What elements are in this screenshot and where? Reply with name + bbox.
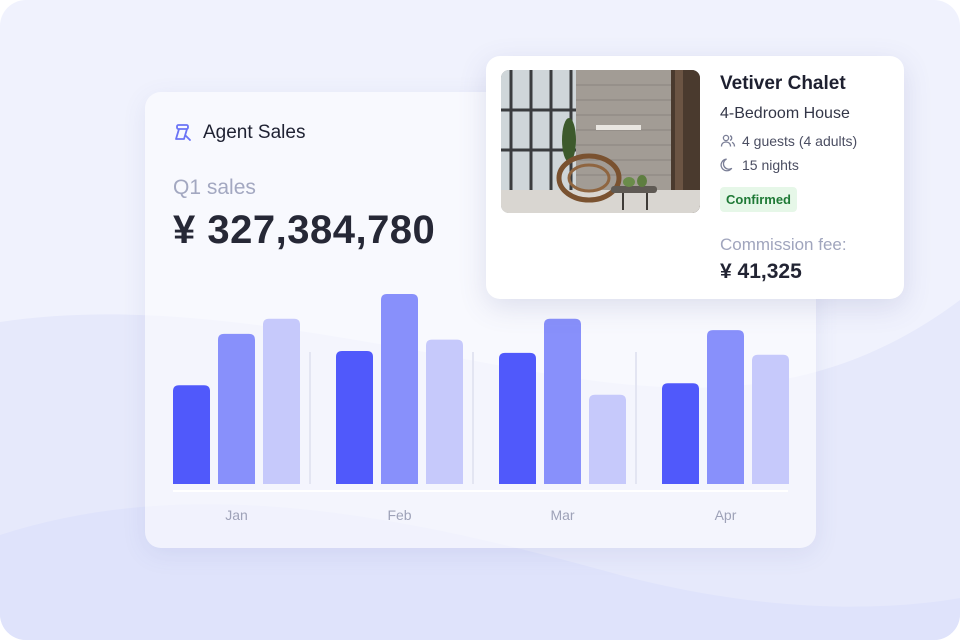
bar-feb-series-2[interactable] bbox=[381, 294, 418, 484]
status-badge: Confirmed bbox=[720, 187, 797, 212]
period-label: Q1 sales bbox=[173, 176, 256, 199]
bar-jan-series-1[interactable] bbox=[173, 385, 210, 484]
nights-text: 15 nights bbox=[742, 157, 799, 173]
property-type: 4-Bedroom House bbox=[720, 105, 850, 122]
x-tick-label: Feb bbox=[387, 507, 411, 523]
moon-icon bbox=[720, 158, 733, 172]
sales-total: ¥ 327,384,780 bbox=[173, 208, 436, 252]
x-tick-label: Mar bbox=[550, 507, 574, 523]
sales-card: Agent Sales Q1 sales ¥ 327,384,780 bbox=[145, 92, 816, 548]
bar-mar-series-1[interactable] bbox=[499, 352, 536, 484]
x-tick-label: Apr bbox=[715, 507, 737, 523]
nights-row: 15 nights bbox=[720, 157, 799, 173]
users-icon bbox=[720, 134, 736, 147]
bar-jan-series-3[interactable] bbox=[263, 318, 300, 484]
x-tick-label: Jan bbox=[225, 507, 248, 523]
bar-feb-series-3[interactable] bbox=[426, 339, 463, 484]
guests-text: 4 guests (4 adults) bbox=[742, 133, 858, 149]
bar-mar-series-3[interactable] bbox=[589, 394, 626, 484]
card-header: Agent Sales bbox=[173, 122, 305, 144]
bar-apr-series-1[interactable] bbox=[662, 383, 699, 484]
bar-apr-series-2[interactable] bbox=[707, 330, 744, 484]
bar-jan-series-2[interactable] bbox=[218, 333, 255, 484]
booking-card[interactable]: Vetiver Chalet 4-Bedroom House 4 guests … bbox=[486, 56, 904, 299]
property-photo bbox=[501, 70, 700, 213]
agent-sales-icon bbox=[175, 124, 191, 141]
commission-fee-label: Commission fee: bbox=[720, 235, 847, 254]
commission-fee-value: ¥ 41,325 bbox=[720, 260, 802, 283]
card-title: Agent Sales bbox=[203, 122, 306, 143]
bar-apr-series-3[interactable] bbox=[752, 354, 789, 484]
bar-mar-series-2[interactable] bbox=[544, 318, 581, 484]
property-name: Vetiver Chalet bbox=[720, 73, 846, 94]
bar-feb-series-1[interactable] bbox=[336, 351, 373, 484]
guests-row: 4 guests (4 adults) bbox=[720, 133, 857, 149]
